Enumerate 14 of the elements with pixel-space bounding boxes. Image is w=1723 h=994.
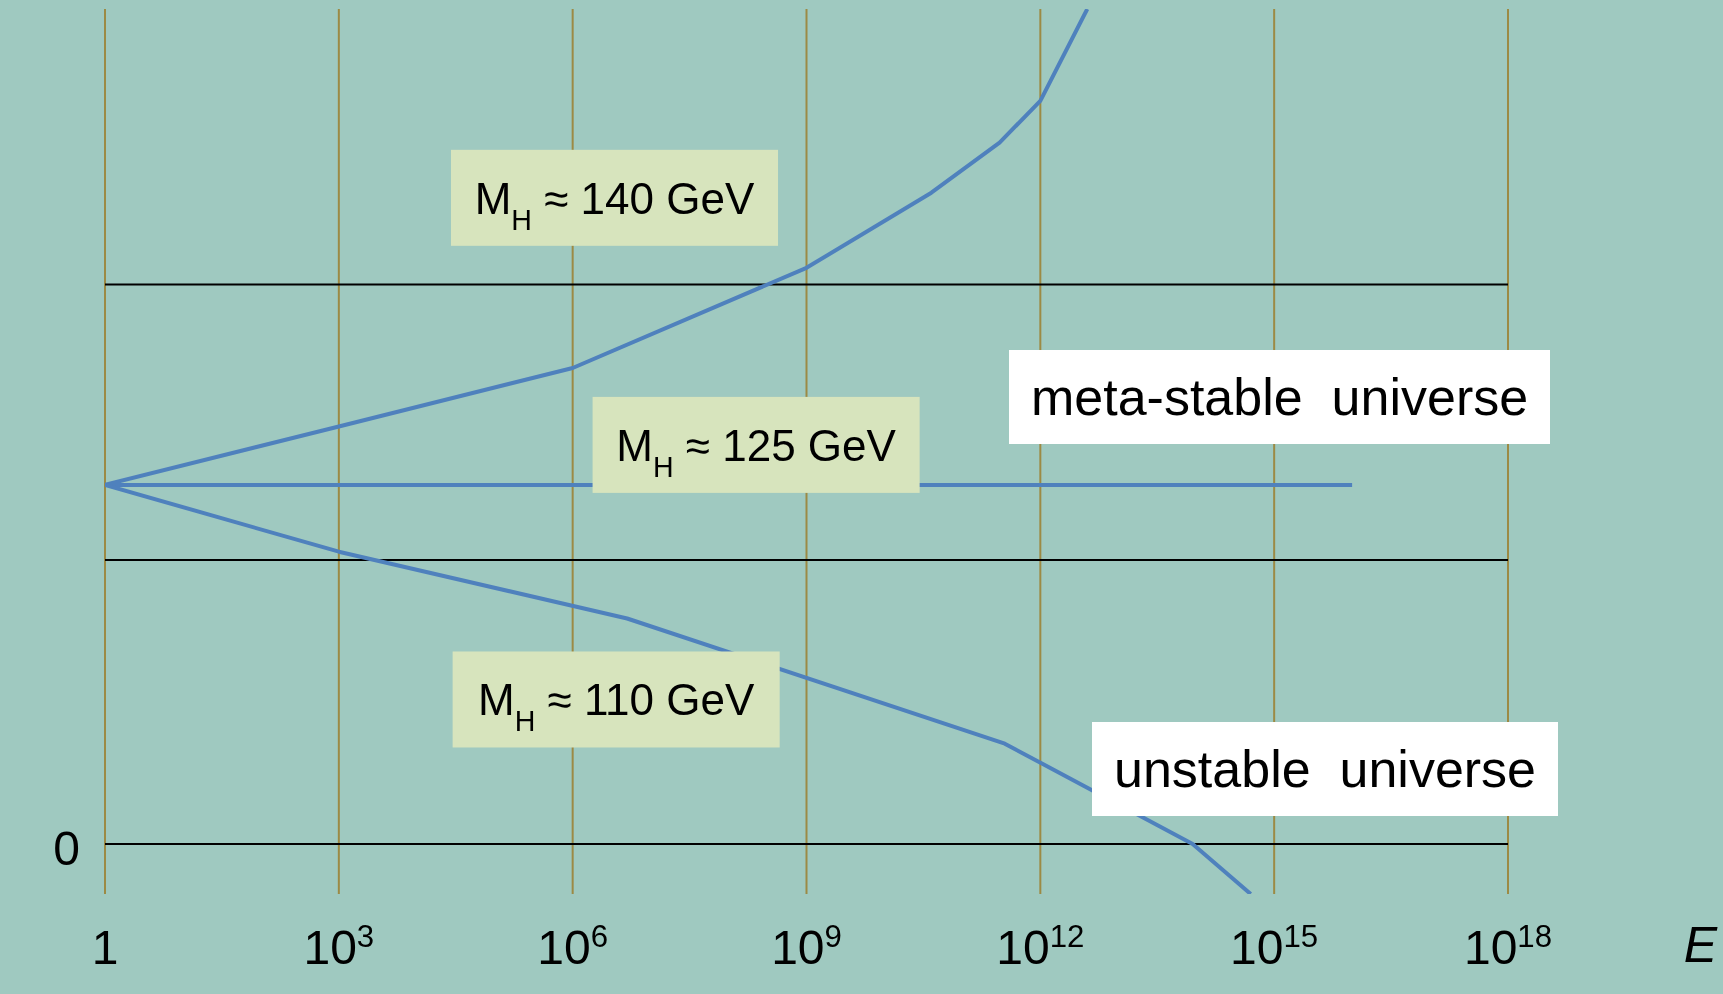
x-axis-title: E [1683,916,1717,974]
x-tick-label: 10$^{15}$ [1230,918,1319,974]
x-tick-label: 1 [91,921,119,974]
annotation: unstable universe [1092,722,1559,817]
x-tick-label: 10$^{18}$ [1463,918,1553,974]
x-tick-label: 10$^{6}$ [537,918,609,974]
series-label: M$_{H}$ ≈ 125 GeV [616,420,897,483]
series-label: M$_{H}$ ≈ 110 GeV [477,675,755,738]
x-tick-label: 10$^{12}$ [996,918,1085,974]
x-tick-label: 10$^{9}$ [771,918,842,974]
annotation: meta-stable universe [1009,350,1551,445]
series-label: M$_{H}$ ≈ 140 GeV [474,173,755,236]
x-tick-label: 10$^{3}$ [303,918,375,974]
text: 0 [53,821,80,875]
